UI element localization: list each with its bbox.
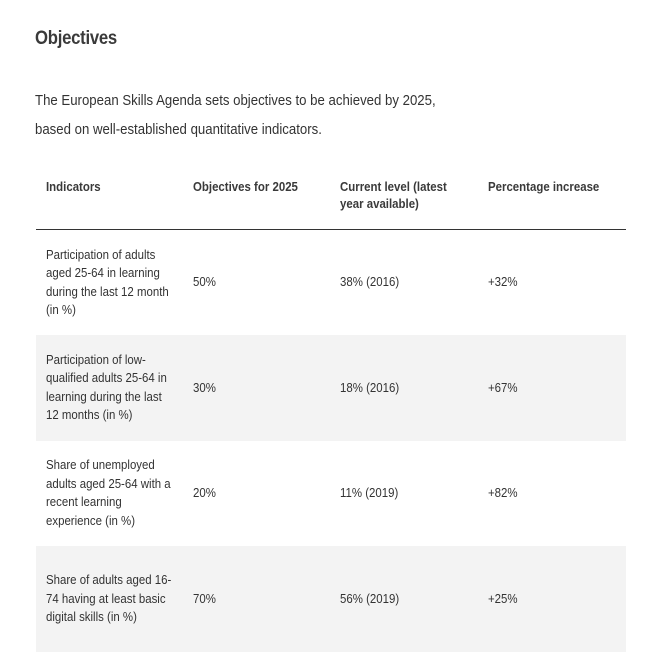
intro-line-2: based on well-established quantitative i… bbox=[35, 121, 322, 138]
cell-indicator: Participation of low-qualified adults 25… bbox=[46, 351, 167, 423]
objectives-table: Indicators Objectives for 2025 Current l… bbox=[36, 166, 626, 652]
cell-objective: 30% bbox=[193, 379, 216, 395]
intro-paragraph: The European Skills Agenda sets objectiv… bbox=[35, 86, 457, 144]
header-objectives-2025: Objectives for 2025 bbox=[183, 166, 330, 230]
cell-increase: +25% bbox=[488, 590, 518, 606]
intro-line-1: The European Skills Agenda sets objectiv… bbox=[35, 92, 436, 109]
cell-current-level: 38% (2016) bbox=[340, 274, 400, 290]
header-indicators: Indicators bbox=[36, 166, 183, 230]
cell-indicator: Share of unemployed adults aged 25-64 wi… bbox=[46, 457, 171, 528]
cell-current-level: 56% (2019) bbox=[340, 590, 400, 606]
cell-objective: 50% bbox=[193, 274, 216, 290]
table-row: Share of unemployed adults aged 25-64 wi… bbox=[36, 441, 626, 547]
page-title: Objectives bbox=[35, 28, 117, 49]
table-row: Participation of adults aged 25-64 in le… bbox=[36, 230, 626, 336]
header-percentage-increase: Percentage increase bbox=[478, 166, 626, 230]
table-header-row: Indicators Objectives for 2025 Current l… bbox=[36, 166, 626, 230]
table-row: Share of adults aged 16-74 having at lea… bbox=[36, 546, 626, 652]
cell-increase: +32% bbox=[488, 274, 518, 290]
cell-indicator: Participation of adults aged 25-64 in le… bbox=[46, 246, 169, 318]
table-header: Indicators Objectives for 2025 Current l… bbox=[36, 166, 626, 230]
cell-increase: +67% bbox=[488, 379, 518, 395]
cell-indicator: Share of adults aged 16-74 having at lea… bbox=[46, 572, 172, 624]
table-body: Participation of adults aged 25-64 in le… bbox=[36, 230, 626, 652]
cell-current-level: 18% (2016) bbox=[340, 379, 400, 395]
cell-objective: 70% bbox=[193, 590, 216, 606]
cell-objective: 20% bbox=[193, 485, 216, 500]
cell-increase: +82% bbox=[488, 485, 518, 500]
cell-current-level: 11% (2019) bbox=[340, 485, 399, 500]
table-row: Participation of low-qualified adults 25… bbox=[36, 335, 626, 441]
header-current-level: Current level (latest year available) bbox=[330, 166, 478, 230]
